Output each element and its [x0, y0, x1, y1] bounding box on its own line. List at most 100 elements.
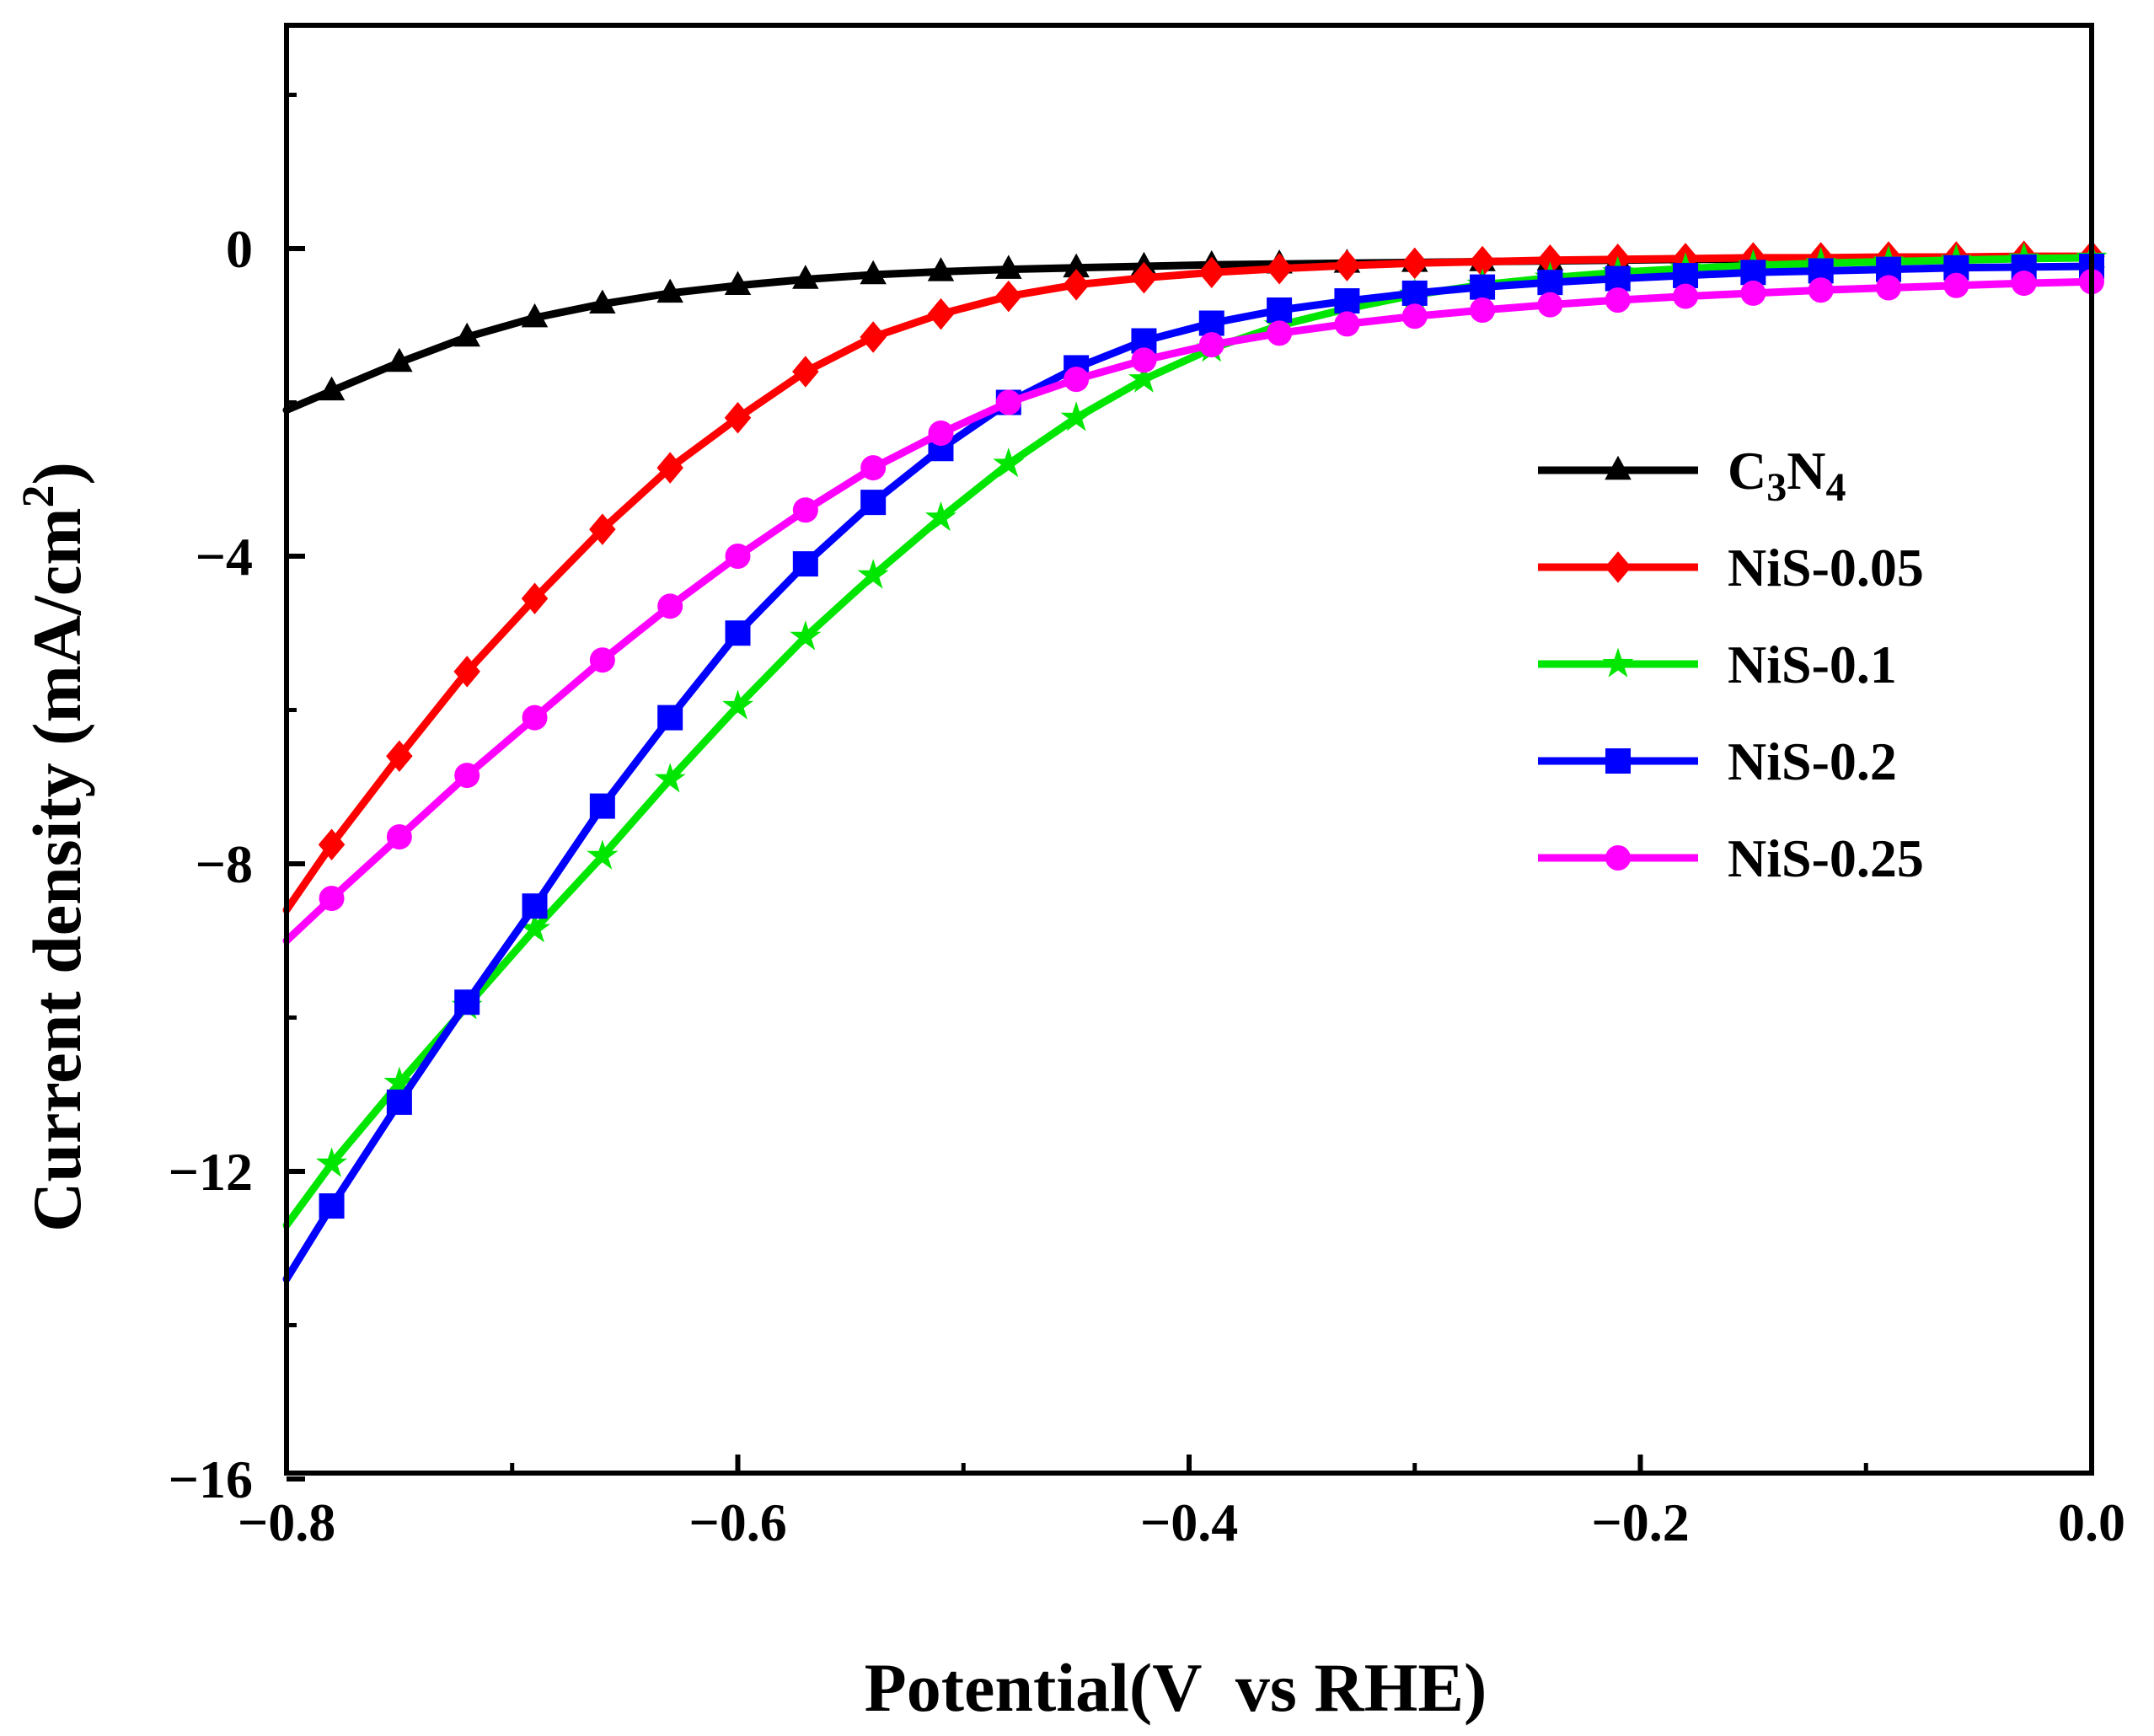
legend-item-nis-0-25: NiS-0.25	[1538, 828, 1924, 888]
data-point-nis-0-05	[927, 297, 955, 330]
y-tick-label: 0	[226, 219, 253, 279]
data-point-nis-0-2	[386, 1089, 412, 1115]
data-point-nis-0-2	[1334, 288, 1360, 314]
data-point-nis-0-05	[860, 321, 887, 353]
x-tick-label: −0.2	[1591, 1492, 1689, 1552]
data-point-nis-0-25	[1605, 287, 1631, 313]
data-point-nis-0-05	[1333, 249, 1361, 281]
y-axis-title-main: Current density (mA/cm	[19, 507, 95, 1231]
legend-marker-nis-0-2	[1605, 748, 1631, 774]
legend-marker-nis-0-25	[1605, 845, 1631, 871]
data-point-nis-0-1	[1128, 362, 1160, 393]
legend-label-nis-0-05: NiS-0.05	[1728, 538, 1924, 597]
data-point-nis-0-1	[924, 501, 956, 532]
legend-item-nis-0-1: NiS-0.1	[1538, 635, 1897, 694]
data-point-nis-0-05	[1536, 244, 1564, 276]
data-point-nis-0-2	[522, 893, 548, 919]
data-point-nis-0-05	[521, 582, 549, 614]
data-point-c3n4	[1063, 253, 1090, 278]
legend-marker-c3n4	[1605, 455, 1632, 480]
data-point-nis-0-25	[1943, 272, 1969, 298]
data-point-nis-0-25	[454, 763, 480, 789]
data-point-nis-0-25	[1131, 347, 1157, 373]
data-point-nis-0-05	[318, 828, 346, 860]
data-point-nis-0-25	[2011, 271, 2037, 297]
x-tick-label: −0.4	[1140, 1492, 1238, 1552]
x-tick-label: −0.8	[238, 1492, 335, 1552]
data-point-c3n4	[386, 347, 413, 372]
data-point-c3n4	[318, 376, 346, 401]
data-point-nis-0-05	[1130, 261, 1158, 294]
data-point-nis-0-25	[995, 389, 1021, 415]
data-point-nis-0-1	[993, 447, 1025, 478]
x-axis-title: Potential(V vs RHE)	[865, 1649, 1487, 1726]
data-point-nis-0-25	[1267, 320, 1293, 346]
data-point-nis-0-25	[1198, 332, 1224, 358]
data-point-nis-0-25	[1401, 303, 1428, 330]
data-point-nis-0-05	[656, 452, 683, 484]
data-point-nis-0-25	[928, 421, 954, 446]
series-nis-0-05	[282, 240, 2105, 914]
legend-item-c3n4: C3N4	[1538, 441, 1846, 510]
data-point-nis-0-05	[1401, 247, 1428, 280]
data-point-c3n4	[792, 265, 819, 289]
data-point-nis-0-2	[860, 490, 887, 516]
y-axis-title-superscript: 2	[13, 485, 63, 507]
series-line-nis-0-05	[282, 252, 2096, 914]
data-point-nis-0-25	[792, 497, 818, 523]
data-point-c3n4	[927, 257, 955, 281]
data-point-c3n4	[656, 278, 683, 303]
y-tick-label: −8	[196, 834, 253, 894]
data-point-nis-0-25	[1673, 283, 1699, 309]
data-point-nis-0-25	[1064, 367, 1090, 393]
legend-label-nis-0-25: NiS-0.25	[1728, 828, 1924, 888]
data-point-nis-0-05	[995, 280, 1022, 313]
data-point-nis-0-2	[1470, 274, 1496, 300]
data-point-nis-0-1	[519, 913, 551, 943]
y-tick-label: −12	[169, 1142, 253, 1202]
data-point-nis-0-25	[1808, 277, 1834, 303]
data-point-nis-0-1	[857, 559, 889, 589]
legend-label-c3n4: C3N4	[1728, 441, 1846, 510]
data-point-nis-0-1	[316, 1147, 348, 1177]
data-point-nis-0-1	[722, 689, 753, 720]
y-tick-label: −16	[169, 1449, 253, 1509]
data-point-c3n4	[724, 271, 752, 296]
data-point-nis-0-1	[790, 620, 822, 651]
legend-marker-nis-0-1	[1602, 647, 1634, 678]
legend-label-part: C	[1728, 441, 1766, 501]
series-line-nis-0-25	[282, 277, 2096, 945]
y-tick-label: −4	[196, 527, 253, 587]
series-line-nis-0-1	[282, 254, 2096, 1230]
data-point-nis-0-2	[1605, 265, 1631, 292]
data-point-nis-0-2	[1401, 280, 1428, 306]
data-point-nis-0-05	[724, 402, 752, 434]
data-point-nis-0-25	[319, 886, 345, 912]
data-point-nis-0-2	[1198, 310, 1224, 336]
data-point-nis-0-25	[522, 705, 548, 731]
data-point-nis-0-05	[386, 740, 413, 772]
data-point-nis-0-1	[654, 763, 686, 793]
x-tick-label: 0.0	[2058, 1492, 2125, 1552]
data-point-nis-0-2	[1537, 270, 1563, 296]
legend-label-subscript: 4	[1825, 465, 1846, 510]
data-point-nis-0-25	[1334, 311, 1360, 337]
data-point-nis-0-2	[725, 620, 751, 646]
y-axis-title: Current density (mA/cm2)	[13, 462, 95, 1232]
data-point-nis-0-05	[1266, 252, 1293, 285]
data-point-nis-0-25	[657, 593, 683, 619]
x-tick-label: −0.6	[689, 1492, 786, 1552]
data-point-nis-0-25	[860, 455, 887, 481]
legend-label-nis-0-2: NiS-0.2	[1728, 731, 1897, 791]
data-point-nis-0-25	[1470, 297, 1496, 323]
data-point-c3n4	[860, 260, 887, 285]
data-point-nis-0-05	[792, 356, 819, 388]
data-point-nis-0-05	[453, 656, 480, 688]
data-point-nis-0-1	[383, 1066, 415, 1096]
data-point-nis-0-25	[386, 824, 412, 850]
data-point-nis-0-1	[1060, 401, 1092, 431]
data-point-c3n4	[995, 255, 1022, 279]
data-point-nis-0-2	[792, 551, 818, 577]
series-layer	[282, 240, 2108, 1283]
data-point-nis-0-2	[319, 1193, 345, 1219]
